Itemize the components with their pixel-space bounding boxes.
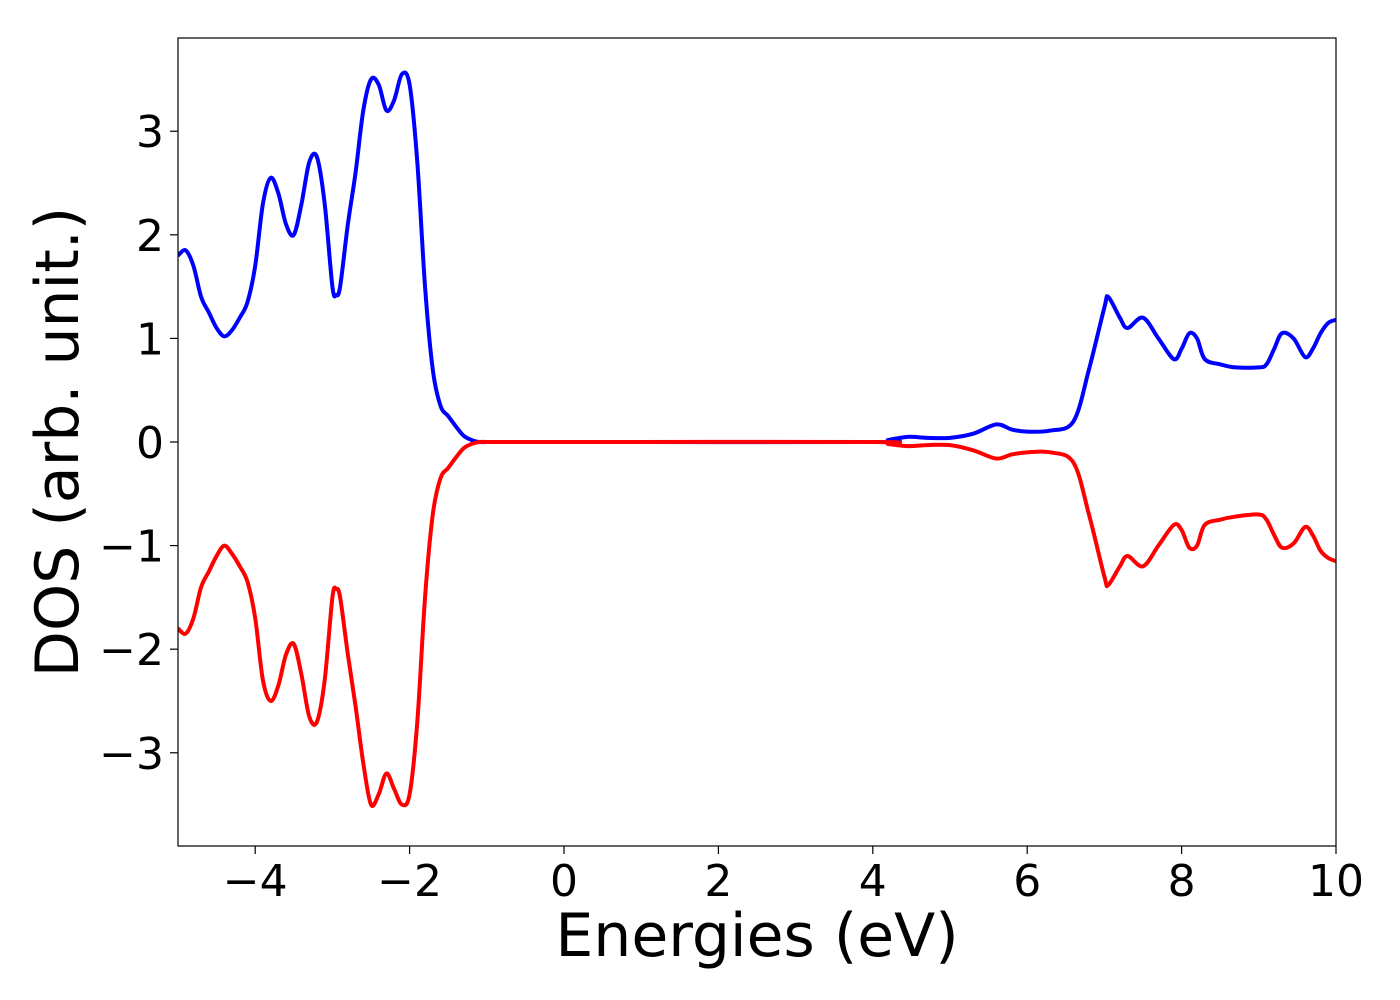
- series-line-2: [178, 439, 1336, 808]
- x-axis-title: Energies (eV): [555, 901, 958, 971]
- series-layer: [178, 70, 1336, 808]
- axes-layer: −4 −2 0 2 4 6 8 10 −3 −2 −1 0 1 2 3: [99, 107, 1364, 907]
- y-tick-label: 2: [136, 211, 164, 262]
- x-tick-label: −2: [377, 856, 442, 907]
- x-tick-label: 6: [1013, 856, 1041, 907]
- y-tick-label: −2: [99, 625, 164, 676]
- y-tick-label: 0: [136, 418, 164, 469]
- plot-frame: [177, 37, 1337, 847]
- x-tick-label: 4: [859, 856, 887, 907]
- x-tick-label: 10: [1308, 856, 1364, 907]
- y-tick-label: −1: [99, 522, 164, 573]
- x-tick-label: −4: [223, 856, 288, 907]
- y-tick-label: 3: [136, 107, 164, 158]
- y-tick-label: 1: [136, 314, 164, 365]
- x-tick-label: 2: [704, 856, 732, 907]
- x-tick-label: 0: [550, 856, 578, 907]
- series-line-1: [178, 70, 1336, 445]
- y-tick-label: −3: [99, 729, 164, 780]
- y-axis-title: DOS (arb. unit.): [23, 207, 93, 677]
- x-tick-label: 8: [1168, 856, 1196, 907]
